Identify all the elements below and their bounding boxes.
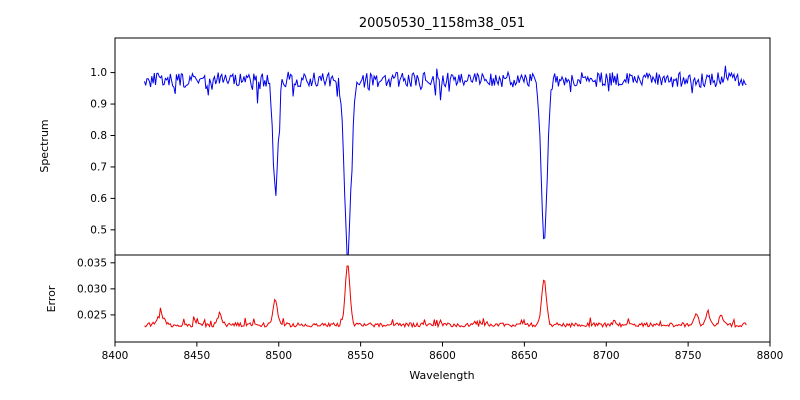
- spectrum-y-tick-label: 0.7: [90, 161, 107, 173]
- x-axis-label: Wavelength: [409, 369, 474, 382]
- x-tick-label: 8500: [265, 350, 292, 362]
- error-y-tick-label: 0.025: [77, 309, 107, 321]
- error-y-axis-label: Error: [45, 285, 58, 312]
- error-y-tick-label: 0.035: [77, 257, 107, 269]
- x-tick-label: 8550: [347, 350, 374, 362]
- spectrum-y-axis-label: Spectrum: [38, 119, 51, 172]
- error-y-tick-label: 0.030: [77, 283, 107, 295]
- spectrum-y-tick-label: 0.5: [90, 224, 107, 236]
- spectrum-panel-border: [114, 37, 771, 256]
- x-tick-label: 8750: [675, 350, 702, 362]
- spectrum-y-tick-label: 0.8: [90, 130, 107, 142]
- chart-title: 20050530_1158m38_051: [359, 16, 525, 31]
- spectrum-y-tick-label: 0.6: [90, 193, 107, 205]
- x-tick-label: 8700: [593, 350, 620, 362]
- error-line: [144, 265, 747, 329]
- x-tick-label: 8450: [184, 350, 211, 362]
- x-tick-label: 8800: [757, 350, 784, 362]
- plot-layer: 0.5 0.6 0.7 0.8 0.9 1.0 0.025 0.030 0.035 8400 845…: [77, 65, 784, 362]
- x-tick-label: 8600: [429, 350, 456, 362]
- x-tick-label: 8400: [102, 350, 129, 362]
- spectrum-y-tick-label: 1.0: [90, 67, 107, 79]
- spectrum-line: [144, 65, 747, 255]
- error-panel-border: [114, 254, 771, 343]
- spectrum-y-tick-label: 0.9: [90, 99, 107, 111]
- x-tick-label: 8650: [511, 350, 538, 362]
